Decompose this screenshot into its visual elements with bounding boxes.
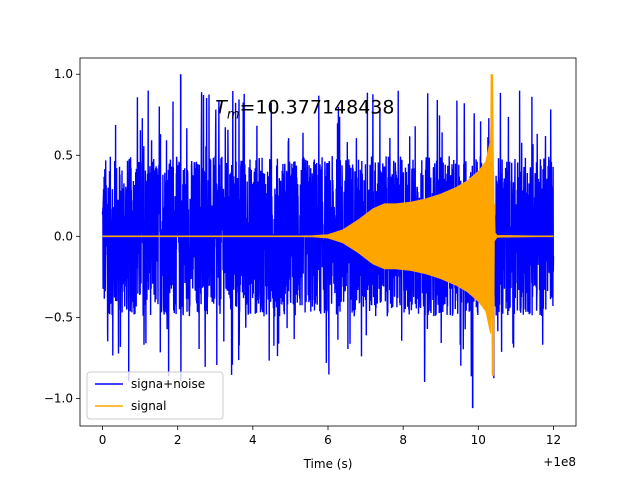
annotation-base: T xyxy=(215,97,228,119)
x-axis-label: Time (s) xyxy=(303,457,353,471)
x-axis-ticks: 0 2 4 6 8 10 12 xyxy=(99,426,561,447)
y-tick-label: 1.0 xyxy=(54,67,73,81)
y-tick-label: −0.5 xyxy=(44,310,73,324)
legend-label-signal-noise: signa+noise xyxy=(131,377,205,391)
x-tick-label: 8 xyxy=(399,433,407,447)
annotation-tm: Tm=10.377148438 xyxy=(215,97,394,123)
x-axis-offset-label: +1e8 xyxy=(543,455,576,469)
legend-label-signal: signal xyxy=(131,399,167,413)
series-area-signal xyxy=(102,74,554,334)
x-tick-label: 0 xyxy=(99,433,107,447)
annotation-subscript: m xyxy=(227,108,240,123)
x-tick-label: 2 xyxy=(174,433,182,447)
y-tick-label: −1.0 xyxy=(44,391,73,405)
legend: signa+noise signal xyxy=(86,371,224,420)
y-axis-ticks: 1.0 0.5 0.0 −0.5 −1.0 xyxy=(44,67,80,405)
x-tick-label: 10 xyxy=(471,433,486,447)
y-tick-label: 0.5 xyxy=(54,148,73,162)
x-tick-label: 4 xyxy=(249,433,257,447)
x-tick-label: 6 xyxy=(324,433,332,447)
annotation-value: =10.377148438 xyxy=(240,97,395,119)
x-tick-label: 12 xyxy=(546,433,561,447)
y-tick-label: 0.0 xyxy=(54,229,73,243)
